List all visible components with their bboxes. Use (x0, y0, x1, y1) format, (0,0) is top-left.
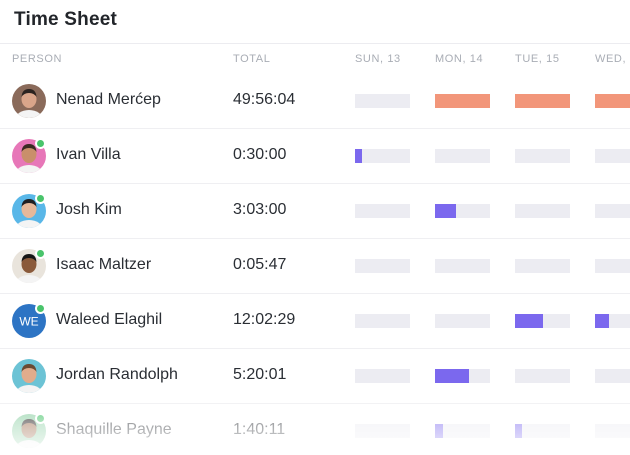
day-time-fill (515, 314, 543, 328)
online-status-dot (35, 248, 46, 259)
day-time-bar[interactable] (595, 94, 630, 108)
day-time-bar[interactable] (435, 259, 490, 273)
table-row[interactable]: WE Waleed Elaghil 12:02:29 (0, 294, 630, 349)
page-title: Time Sheet (14, 9, 118, 30)
day-time-bar[interactable] (595, 424, 630, 438)
column-header-day[interactable]: TUE, 15 (515, 53, 560, 65)
total-time: 0:05:47 (233, 256, 287, 273)
online-status-dot (35, 413, 46, 424)
person-name[interactable]: Nenad Merćep (56, 91, 161, 108)
day-time-fill (355, 149, 362, 163)
person-name[interactable]: Jordan Randolph (56, 366, 178, 383)
total-time: 1:40:11 (233, 421, 286, 438)
day-time-fill (435, 369, 469, 383)
day-time-fill (515, 94, 570, 108)
day-time-bar[interactable] (355, 369, 410, 383)
day-time-bar[interactable] (515, 314, 570, 328)
day-time-bar[interactable] (355, 424, 410, 438)
title-bar: Time Sheet (0, 0, 630, 44)
day-time-bar[interactable] (515, 424, 570, 438)
day-time-bar[interactable] (595, 149, 630, 163)
day-time-bar[interactable] (515, 369, 570, 383)
day-time-bar[interactable] (355, 149, 410, 163)
day-time-bar[interactable] (435, 149, 490, 163)
column-header-total[interactable]: TOTAL (233, 53, 271, 65)
person-name[interactable]: Isaac Maltzer (56, 256, 152, 273)
table-row[interactable]: Nenad Merćep 49:56:04 (0, 74, 630, 129)
day-time-bar[interactable] (355, 204, 410, 218)
day-time-bar[interactable] (435, 369, 490, 383)
day-time-bar[interactable] (595, 369, 630, 383)
person-name[interactable]: Ivan Villa (56, 146, 121, 163)
total-time: 0:30:00 (233, 146, 287, 163)
column-header-day[interactable]: WED, (595, 53, 627, 65)
day-time-bar[interactable] (435, 204, 490, 218)
table-row[interactable]: Josh Kim 3:03:00 (0, 184, 630, 239)
online-status-dot (35, 193, 46, 204)
day-time-bar[interactable] (515, 204, 570, 218)
day-time-fill (435, 424, 443, 438)
day-time-bar[interactable] (515, 94, 570, 108)
table-row[interactable]: Ivan Villa 0:30:00 (0, 129, 630, 184)
day-time-bar[interactable] (515, 259, 570, 273)
avatar[interactable] (12, 84, 46, 118)
person-name[interactable]: Waleed Elaghil (56, 311, 163, 328)
avatar[interactable] (12, 249, 46, 283)
table-row[interactable]: Shaquille Payne 1:40:11 (0, 404, 630, 455)
person-photo-icon (12, 249, 46, 283)
column-header-day[interactable]: MON, 14 (435, 53, 484, 65)
table-header: PERSON TOTAL SUN, 13 MON, 14 TUE, 15 WED… (0, 45, 630, 74)
day-time-fill (515, 424, 522, 438)
person-photo-icon (12, 359, 46, 393)
table-row[interactable]: Jordan Randolph 5:20:01 (0, 349, 630, 404)
day-time-bar[interactable] (435, 314, 490, 328)
avatar[interactable] (12, 359, 46, 393)
person-name[interactable]: Shaquille Payne (56, 421, 172, 438)
day-time-fill (435, 94, 490, 108)
person-photo-icon (12, 84, 46, 118)
day-time-bar[interactable] (355, 259, 410, 273)
day-time-fill (595, 94, 630, 108)
online-status-dot (35, 303, 46, 314)
day-time-fill (435, 204, 456, 218)
day-time-fill (595, 314, 609, 328)
avatar[interactable]: WE (12, 304, 46, 338)
total-time: 49:56:04 (233, 91, 296, 108)
day-time-bar[interactable] (435, 424, 490, 438)
online-status-dot (35, 138, 46, 149)
total-time: 5:20:01 (233, 366, 287, 383)
day-time-bar[interactable] (355, 314, 410, 328)
day-time-bar[interactable] (595, 204, 630, 218)
column-header-day[interactable]: SUN, 13 (355, 53, 401, 65)
day-time-bar[interactable] (435, 94, 490, 108)
table-row[interactable]: Isaac Maltzer 0:05:47 (0, 239, 630, 294)
total-time: 3:03:00 (233, 201, 287, 218)
person-name[interactable]: Josh Kim (56, 201, 122, 218)
column-header-person[interactable]: PERSON (12, 53, 63, 65)
total-time: 12:02:29 (233, 311, 296, 328)
day-time-bar[interactable] (595, 314, 630, 328)
avatar-initials: WE (19, 315, 38, 329)
day-time-bar[interactable] (595, 259, 630, 273)
day-time-bar[interactable] (355, 94, 410, 108)
day-time-bar[interactable] (515, 149, 570, 163)
